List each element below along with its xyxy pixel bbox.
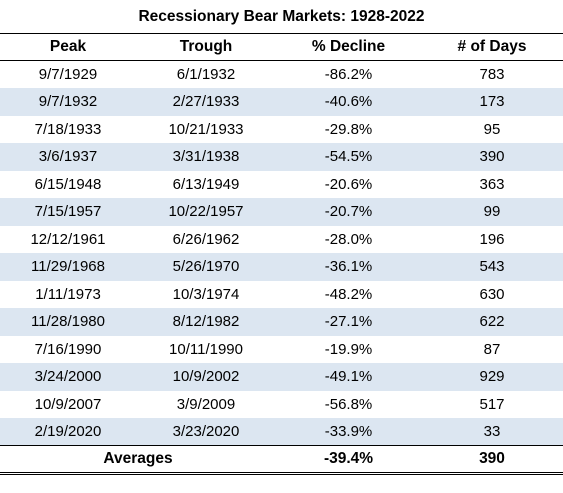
table-row: 6/15/1948 6/13/1949 -20.6% 363 <box>0 171 563 199</box>
header-row: Peak Trough % Decline # of Days <box>0 33 563 61</box>
decline-cell: -54.5% <box>276 143 421 171</box>
trough-cell: 10/21/1933 <box>168 120 244 138</box>
decline-cell: -40.6% <box>276 88 421 116</box>
trough-cell: 10/11/1990 <box>169 340 243 358</box>
table-row: 9/7/1929 6/1/1932 -86.2% 783 <box>0 61 563 89</box>
table-row: 1/11/1973 10/3/1974 -48.2% 630 <box>0 281 563 309</box>
trough-cell: 10/3/1974 <box>172 285 240 303</box>
peak-cell: 2/19/2020 <box>0 418 136 446</box>
peak-cell: 3/24/2000 <box>0 363 136 391</box>
days-cell: 783 <box>479 66 505 83</box>
peak-cell: 7/18/1933 <box>34 120 102 138</box>
decline-cell: -27.1% <box>276 308 421 336</box>
peak-cell: 9/7/1929 <box>38 66 98 83</box>
header-days: # of Days <box>421 33 563 61</box>
days-cell: 99 <box>421 198 563 226</box>
decline-cell: -49.1% <box>276 363 421 391</box>
decline-cell: -28.0% <box>324 230 373 248</box>
days-cell: 33 <box>421 418 563 446</box>
peak-cell: 3/6/1937 <box>0 143 136 171</box>
table-row: 9/7/1932 2/27/1933 -40.6% 173 <box>0 88 563 116</box>
peak-cell: 9/7/1932 <box>0 88 136 116</box>
trough-cell: 6/26/1962 <box>172 230 240 248</box>
peak-cell: 12/12/1961 <box>30 230 106 248</box>
table-body: 9/7/1929 6/1/1932 -86.2% 783 9/7/1932 2/27/19… <box>0 61 563 446</box>
peak-cell: 7/15/1957 <box>0 198 136 226</box>
trough-cell: 6/1/1932 <box>176 66 236 83</box>
peak-cell: 6/15/1948 <box>34 175 102 193</box>
days-cell: 95 <box>483 120 501 138</box>
decline-cell: -20.7% <box>276 198 421 226</box>
table-row: 12/12/1961 6/26/1962 -28.0% 196 <box>0 226 563 254</box>
trough-cell: 3/23/2020 <box>136 418 276 446</box>
decline-cell: -33.9% <box>276 418 421 446</box>
days-cell: 630 <box>479 285 505 303</box>
trough-cell: 10/22/1957 <box>136 198 276 226</box>
trough-cell: 8/12/1982 <box>136 308 276 336</box>
peak-cell: 11/29/1968 <box>0 253 136 281</box>
header-trough: Trough <box>136 33 276 61</box>
days-cell: 622 <box>421 308 563 336</box>
table-row: 7/18/1933 10/21/1933 -29.8% 95 <box>0 116 563 144</box>
trough-cell: 6/13/1949 <box>172 175 240 193</box>
averages-days: 390 <box>421 445 563 475</box>
decline-cell: -36.1% <box>276 253 421 281</box>
table-row: 11/29/1968 5/26/1970 -36.1% 543 <box>0 253 563 281</box>
averages-decline: -39.4% <box>276 445 421 475</box>
header-peak: Peak <box>0 33 136 61</box>
peak-cell: 10/9/2007 <box>34 395 102 413</box>
days-cell: 196 <box>479 230 505 248</box>
days-cell: 517 <box>479 395 505 413</box>
table-row: 11/28/1980 8/12/1982 -27.1% 622 <box>0 308 563 336</box>
days-cell: 173 <box>421 88 563 116</box>
peak-cell: 1/11/1973 <box>35 285 101 303</box>
days-cell: 390 <box>421 143 563 171</box>
table-row: 7/15/1957 10/22/1957 -20.7% 99 <box>0 198 563 226</box>
trough-cell: 3/31/1938 <box>136 143 276 171</box>
days-cell: 929 <box>421 363 563 391</box>
decline-cell: -56.8% <box>324 395 373 413</box>
trough-cell: 2/27/1933 <box>136 88 276 116</box>
table-row: 2/19/2020 3/23/2020 -33.9% 33 <box>0 418 563 446</box>
averages-row: Averages -39.4% 390 <box>0 445 563 475</box>
decline-cell: -20.6% <box>324 175 373 193</box>
table-row: 3/24/2000 10/9/2002 -49.1% 929 <box>0 363 563 391</box>
table-row: 10/9/2007 3/9/2009 -56.8% 517 <box>0 391 563 419</box>
bear-markets-table: Peak Trough % Decline # of Days 9/7/1929… <box>0 33 563 475</box>
peak-cell: 11/28/1980 <box>0 308 136 336</box>
days-cell: 543 <box>421 253 563 281</box>
table-row: 3/6/1937 3/31/1938 -54.5% 390 <box>0 143 563 171</box>
decline-cell: -29.8% <box>324 120 373 138</box>
decline-cell: -48.2% <box>324 285 373 303</box>
table-title: Recessionary Bear Markets: 1928-2022 <box>138 8 425 25</box>
decline-cell: -86.2% <box>324 66 373 83</box>
days-cell: 363 <box>479 175 505 193</box>
header-decline: % Decline <box>276 33 421 61</box>
averages-label: Averages <box>0 445 276 475</box>
trough-cell: 3/9/2009 <box>176 395 236 413</box>
table-row: 7/16/1990 10/11/1990 -19.9% 87 <box>0 336 563 364</box>
peak-cell: 7/16/1990 <box>34 340 102 358</box>
trough-cell: 10/9/2002 <box>136 363 276 391</box>
trough-cell: 5/26/1970 <box>136 253 276 281</box>
days-cell: 87 <box>483 340 501 358</box>
decline-cell: -19.9% <box>324 340 373 358</box>
